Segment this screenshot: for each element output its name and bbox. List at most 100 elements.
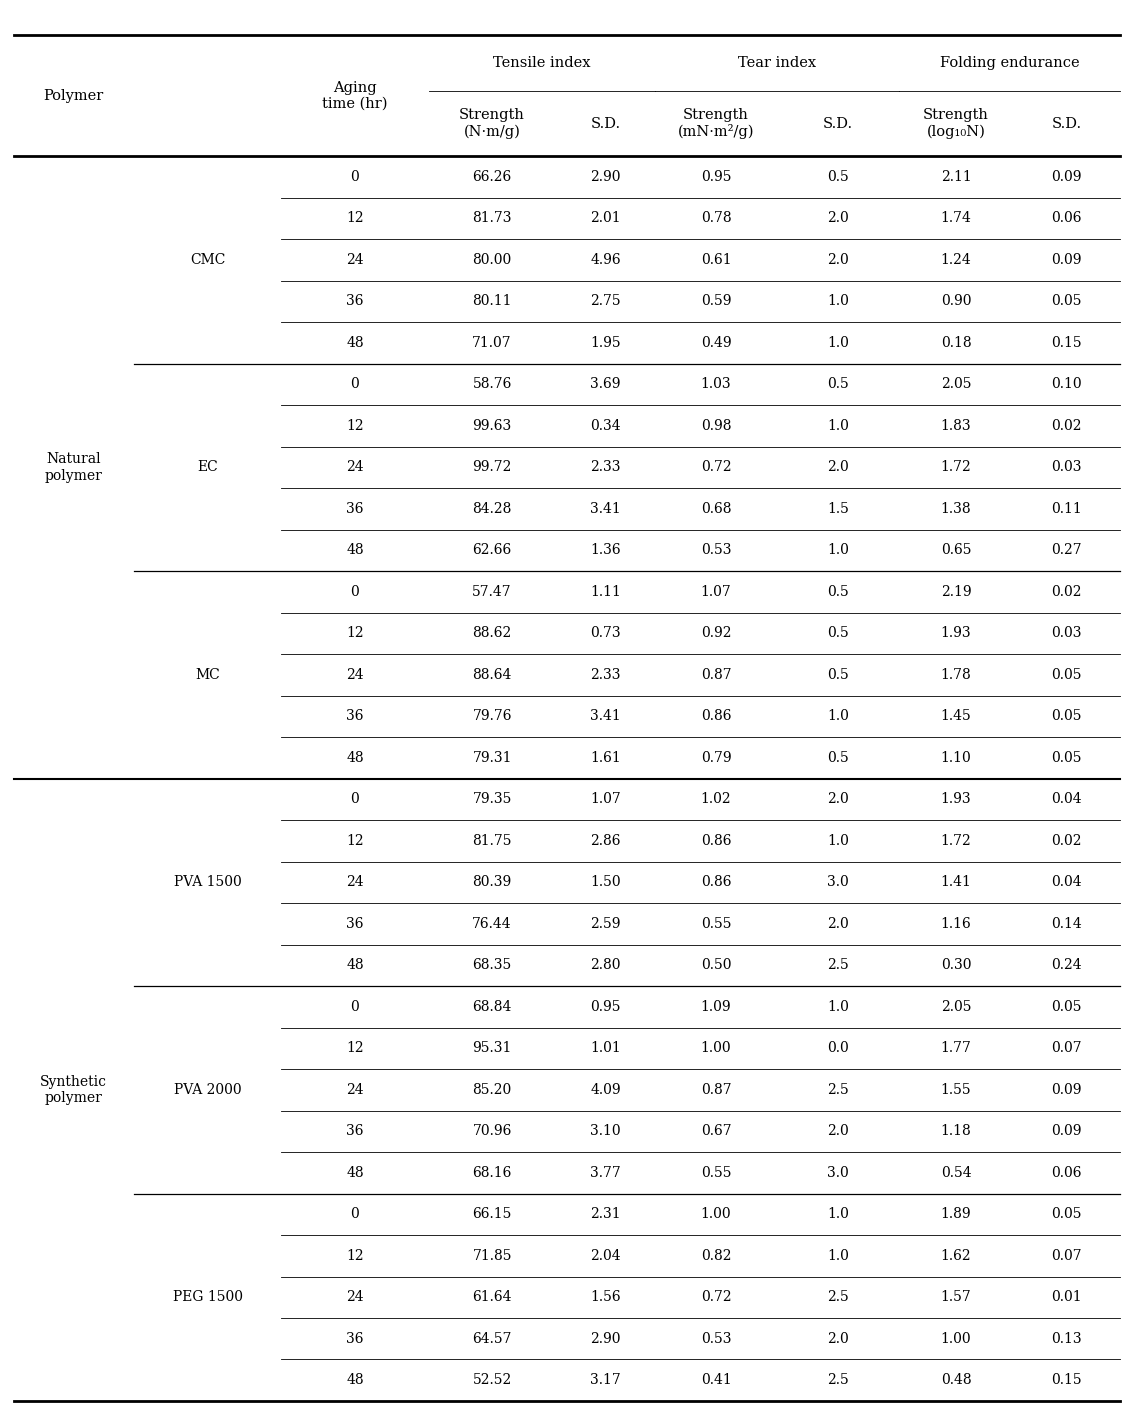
Text: 64.57: 64.57 [473, 1332, 511, 1346]
Text: Strength
(mN·m²/g): Strength (mN·m²/g) [678, 108, 754, 139]
Text: 0.05: 0.05 [1051, 1207, 1082, 1221]
Text: 0.41: 0.41 [701, 1373, 731, 1387]
Text: 4.09: 4.09 [590, 1083, 621, 1096]
Text: 1.10: 1.10 [940, 752, 972, 764]
Text: 1.09: 1.09 [701, 1000, 731, 1014]
Text: 58.76: 58.76 [473, 377, 511, 391]
Text: 0.09: 0.09 [1051, 170, 1082, 184]
Text: 12: 12 [346, 834, 364, 848]
Text: 88.64: 88.64 [473, 668, 511, 682]
Text: 80.11: 80.11 [473, 295, 511, 309]
Text: 2.04: 2.04 [590, 1249, 621, 1263]
Text: 1.00: 1.00 [940, 1332, 972, 1346]
Text: 3.0: 3.0 [827, 875, 849, 889]
Text: 36: 36 [346, 709, 364, 723]
Text: 2.01: 2.01 [590, 211, 621, 225]
Text: 1.78: 1.78 [940, 668, 972, 682]
Text: 0.73: 0.73 [590, 627, 621, 641]
Text: 95.31: 95.31 [473, 1041, 511, 1055]
Text: 12: 12 [346, 627, 364, 641]
Text: 1.18: 1.18 [940, 1124, 972, 1139]
Text: 0.90: 0.90 [941, 295, 971, 309]
Text: Tensile index: Tensile index [493, 57, 591, 71]
Text: 0.09: 0.09 [1051, 1083, 1082, 1096]
Text: 0.49: 0.49 [701, 336, 731, 350]
Text: PVA 2000: PVA 2000 [174, 1083, 242, 1096]
Text: 1.72: 1.72 [940, 834, 972, 848]
Text: 0.06: 0.06 [1051, 211, 1082, 225]
Text: 79.76: 79.76 [473, 709, 511, 723]
Text: 0.04: 0.04 [1051, 875, 1082, 889]
Text: 0.30: 0.30 [941, 959, 971, 973]
Text: 0.50: 0.50 [701, 959, 731, 973]
Text: 1.36: 1.36 [590, 543, 621, 557]
Text: 3.77: 3.77 [590, 1166, 621, 1180]
Text: 1.77: 1.77 [940, 1041, 972, 1055]
Text: 0.5: 0.5 [827, 668, 849, 682]
Text: 1.0: 1.0 [827, 1207, 849, 1221]
Text: 0.09: 0.09 [1051, 252, 1082, 267]
Text: 2.33: 2.33 [591, 668, 620, 682]
Text: 2.0: 2.0 [827, 1124, 849, 1139]
Text: 0.04: 0.04 [1051, 793, 1082, 807]
Text: 1.07: 1.07 [701, 584, 731, 598]
Text: 24: 24 [346, 252, 364, 267]
Text: 2.33: 2.33 [591, 461, 620, 475]
Text: 1.38: 1.38 [940, 502, 972, 516]
Text: 2.0: 2.0 [827, 793, 849, 807]
Text: 0.01: 0.01 [1051, 1290, 1082, 1305]
Text: 36: 36 [346, 917, 364, 930]
Text: 36: 36 [346, 502, 364, 516]
Text: 12: 12 [346, 1041, 364, 1055]
Text: 81.73: 81.73 [473, 211, 511, 225]
Text: 0.79: 0.79 [701, 752, 731, 764]
Text: 0.86: 0.86 [701, 834, 731, 848]
Text: 0.0: 0.0 [827, 1041, 849, 1055]
Text: 2.31: 2.31 [590, 1207, 621, 1221]
Text: 0.98: 0.98 [701, 418, 731, 432]
Text: Natural
polymer: Natural polymer [44, 452, 103, 482]
Text: 24: 24 [346, 1083, 364, 1096]
Text: 12: 12 [346, 1249, 364, 1263]
Text: 1.07: 1.07 [590, 793, 621, 807]
Text: 1.89: 1.89 [940, 1207, 972, 1221]
Text: 0.02: 0.02 [1051, 418, 1082, 432]
Text: 1.83: 1.83 [940, 418, 972, 432]
Text: 81.75: 81.75 [473, 834, 511, 848]
Text: 0.09: 0.09 [1051, 1124, 1082, 1139]
Text: 2.0: 2.0 [827, 917, 849, 930]
Text: 99.72: 99.72 [473, 461, 511, 475]
Text: 24: 24 [346, 1290, 364, 1305]
Text: 0.14: 0.14 [1051, 917, 1082, 930]
Text: 3.10: 3.10 [590, 1124, 621, 1139]
Text: 1.95: 1.95 [590, 336, 621, 350]
Text: 24: 24 [346, 875, 364, 889]
Text: 0.95: 0.95 [591, 1000, 620, 1014]
Text: 0: 0 [350, 1000, 359, 1014]
Text: 2.5: 2.5 [827, 1373, 849, 1387]
Text: 2.5: 2.5 [827, 959, 849, 973]
Text: 70.96: 70.96 [473, 1124, 511, 1139]
Text: 0.54: 0.54 [940, 1166, 972, 1180]
Text: 1.16: 1.16 [940, 917, 972, 930]
Text: 3.17: 3.17 [590, 1373, 621, 1387]
Text: 0.86: 0.86 [701, 709, 731, 723]
Text: Folding endurance: Folding endurance [940, 57, 1080, 71]
Text: 0.65: 0.65 [941, 543, 971, 557]
Text: 24: 24 [346, 461, 364, 475]
Text: 0.72: 0.72 [701, 461, 731, 475]
Text: 1.41: 1.41 [940, 875, 972, 889]
Text: 68.84: 68.84 [473, 1000, 511, 1014]
Text: 0.61: 0.61 [701, 252, 731, 267]
Text: 0.34: 0.34 [590, 418, 621, 432]
Text: 0.5: 0.5 [827, 584, 849, 598]
Text: Strength
(N·m/g): Strength (N·m/g) [459, 108, 525, 139]
Text: 0: 0 [350, 1207, 359, 1221]
Text: 0.15: 0.15 [1051, 336, 1082, 350]
Text: 3.0: 3.0 [827, 1166, 849, 1180]
Text: 2.0: 2.0 [827, 461, 849, 475]
Text: 2.0: 2.0 [827, 1332, 849, 1346]
Text: S.D.: S.D. [1051, 116, 1082, 130]
Text: 2.05: 2.05 [941, 1000, 971, 1014]
Text: 1.50: 1.50 [590, 875, 621, 889]
